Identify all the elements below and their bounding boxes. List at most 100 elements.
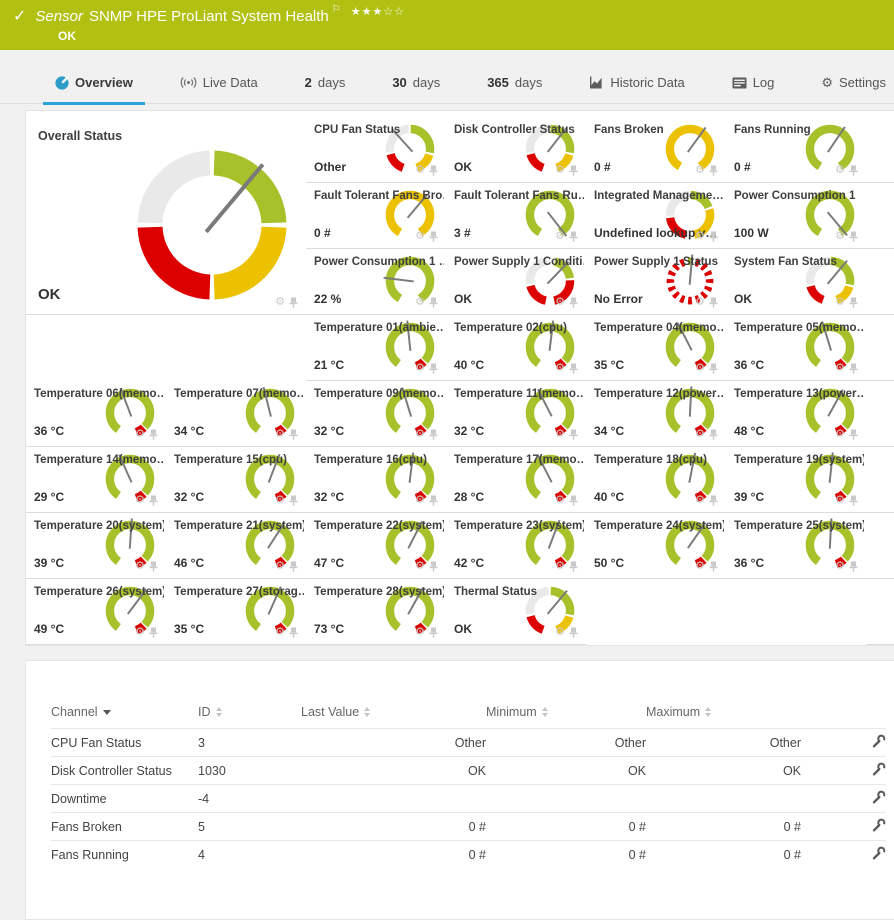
gear-icon[interactable]: ⚙	[555, 428, 565, 440]
tab-log[interactable]: Log	[732, 75, 774, 103]
gear-icon[interactable]: ⚙	[135, 428, 145, 440]
gauge-tile[interactable]: Temperature 06(memo… 36 °C ⚙	[26, 381, 166, 447]
gauge-tile[interactable]: Temperature 26(system) 49 °C ⚙	[26, 579, 166, 645]
pin-icon[interactable]	[849, 429, 858, 440]
pin-icon[interactable]	[849, 165, 858, 176]
gear-icon[interactable]: ⚙	[835, 362, 845, 374]
channel-settings-wrench-icon[interactable]	[872, 818, 886, 832]
pin-icon[interactable]	[569, 297, 578, 308]
gear-icon[interactable]: ⚙	[135, 494, 145, 506]
pin-icon[interactable]	[569, 231, 578, 242]
gear-icon[interactable]: ⚙	[555, 560, 565, 572]
pin-icon[interactable]	[849, 495, 858, 506]
column-header-maximum[interactable]: Maximum	[646, 705, 801, 729]
gear-icon[interactable]: ⚙	[835, 164, 845, 176]
pin-icon[interactable]	[149, 429, 158, 440]
gauge-tile[interactable]: Fault Tolerant Fans Ru… 3 # ⚙	[446, 183, 586, 249]
gauge-tile[interactable]: Disk Controller Status OK ⚙	[446, 117, 586, 183]
gauge-tile[interactable]: Temperature 25(system) 36 °C ⚙	[726, 513, 866, 579]
gauge-tile[interactable]: Temperature 14(memo… 29 °C ⚙	[26, 447, 166, 513]
channel-settings-wrench-icon[interactable]	[872, 790, 886, 804]
gear-icon[interactable]: ⚙	[555, 230, 565, 242]
gauge-tile[interactable]: Temperature 18(cpu) 40 °C ⚙	[586, 447, 726, 513]
pin-icon[interactable]	[849, 363, 858, 374]
gear-icon[interactable]: ⚙	[695, 560, 705, 572]
gear-icon[interactable]: ⚙	[835, 428, 845, 440]
column-header-id[interactable]: ID	[198, 705, 301, 729]
gauge-tile[interactable]: Fans Broken 0 # ⚙	[586, 117, 726, 183]
gear-icon[interactable]: ⚙	[695, 428, 705, 440]
pin-icon[interactable]	[289, 429, 298, 440]
pin-icon[interactable]	[429, 363, 438, 374]
gear-icon[interactable]: ⚙	[415, 428, 425, 440]
pin-icon[interactable]	[429, 231, 438, 242]
priority-stars[interactable]: ★★★☆☆	[350, 6, 406, 18]
pin-icon[interactable]	[569, 363, 578, 374]
gauge-tile[interactable]: Temperature 04(memo… 35 °C ⚙	[586, 315, 726, 381]
pin-icon[interactable]	[429, 495, 438, 506]
gauge-tile[interactable]: Temperature 28(system) 73 °C ⚙	[306, 579, 446, 645]
tab-30-days[interactable]: 30 days	[392, 75, 440, 103]
pin-icon[interactable]	[429, 627, 438, 638]
gauge-tile[interactable]: Power Supply 1 Status No Error ⚙	[586, 249, 726, 315]
tab-2-days[interactable]: 2 days	[305, 75, 346, 103]
gear-icon[interactable]: ⚙	[415, 494, 425, 506]
gauge-tile[interactable]: Power Consumption 1 … 22 % ⚙	[306, 249, 446, 315]
gauge-tile[interactable]: Temperature 27(storag… 35 °C ⚙	[166, 579, 306, 645]
pin-icon[interactable]	[429, 297, 438, 308]
pin-icon[interactable]	[569, 627, 578, 638]
column-header-last-value[interactable]: Last Value	[301, 705, 486, 729]
channel-settings-wrench-icon[interactable]	[872, 762, 886, 776]
overall-status-tile[interactable]: Overall Status OK ⚙	[26, 117, 306, 315]
pin-icon[interactable]	[289, 495, 298, 506]
gauge-tile[interactable]: CPU Fan Status Other ⚙	[306, 117, 446, 183]
gear-icon[interactable]: ⚙	[275, 428, 285, 440]
pin-icon[interactable]	[149, 561, 158, 572]
pin-icon[interactable]	[149, 627, 158, 638]
gauge-tile[interactable]: Fans Running 0 # ⚙	[726, 117, 866, 183]
gauge-tile[interactable]: Temperature 02(cpu) 40 °C ⚙	[446, 315, 586, 381]
channel-row[interactable]: CPU Fan Status 3 Other Other Other	[51, 728, 886, 757]
gear-icon[interactable]: ⚙	[415, 626, 425, 638]
gear-icon[interactable]: ⚙	[135, 560, 145, 572]
gauge-tile[interactable]: Temperature 22(system) 47 °C ⚙	[306, 513, 446, 579]
gear-icon[interactable]: ⚙	[695, 230, 705, 242]
gear-icon[interactable]: ⚙	[275, 626, 285, 638]
gauge-tile[interactable]: Temperature 11(memo… 32 °C ⚙	[446, 381, 586, 447]
priority-flag-icon[interactable]: ⚐	[331, 4, 341, 15]
gear-icon[interactable]: ⚙	[835, 560, 845, 572]
pin-icon[interactable]	[709, 561, 718, 572]
channel-row[interactable]: Downtime -4	[51, 784, 886, 813]
pin-icon[interactable]	[709, 363, 718, 374]
gauge-tile[interactable]: Temperature 16(cpu) 32 °C ⚙	[306, 447, 446, 513]
gauge-tile[interactable]: Temperature 19(system) 39 °C ⚙	[726, 447, 866, 513]
gear-icon[interactable]: ⚙	[695, 296, 705, 308]
column-header-minimum[interactable]: Minimum	[486, 705, 646, 729]
gear-icon[interactable]: ⚙	[835, 230, 845, 242]
pin-icon[interactable]	[289, 297, 298, 308]
tab-live-data[interactable]: Live Data	[180, 75, 258, 103]
channel-row[interactable]: Disk Controller Status 1030 OK OK OK	[51, 756, 886, 785]
gear-icon[interactable]: ⚙	[415, 296, 425, 308]
gauge-tile[interactable]: Fault Tolerant Fans Bro… 0 # ⚙	[306, 183, 446, 249]
pin-icon[interactable]	[709, 165, 718, 176]
pin-icon[interactable]	[429, 165, 438, 176]
gauge-tile[interactable]: Temperature 13(power… 48 °C ⚙	[726, 381, 866, 447]
gauge-tile[interactable]: Temperature 21(system) 46 °C ⚙	[166, 513, 306, 579]
pin-icon[interactable]	[709, 429, 718, 440]
pin-icon[interactable]	[289, 627, 298, 638]
gear-icon[interactable]: ⚙	[555, 626, 565, 638]
pin-icon[interactable]	[429, 429, 438, 440]
gear-icon[interactable]: ⚙	[835, 296, 845, 308]
pin-icon[interactable]	[289, 561, 298, 572]
column-header-channel[interactable]: Channel	[51, 705, 198, 729]
gauge-tile[interactable]: Temperature 07(memo… 34 °C ⚙	[166, 381, 306, 447]
gauge-tile[interactable]: Power Consumption 1 100 W ⚙	[726, 183, 866, 249]
gear-icon[interactable]: ⚙	[555, 362, 565, 374]
gauge-tile[interactable]: Power Supply 1 Conditi… OK ⚙	[446, 249, 586, 315]
channel-settings-wrench-icon[interactable]	[872, 734, 886, 748]
gear-icon[interactable]: ⚙	[415, 164, 425, 176]
gauge-tile[interactable]: Temperature 20(system) 39 °C ⚙	[26, 513, 166, 579]
tab-365-days[interactable]: 365 days	[487, 75, 542, 103]
pin-icon[interactable]	[849, 231, 858, 242]
